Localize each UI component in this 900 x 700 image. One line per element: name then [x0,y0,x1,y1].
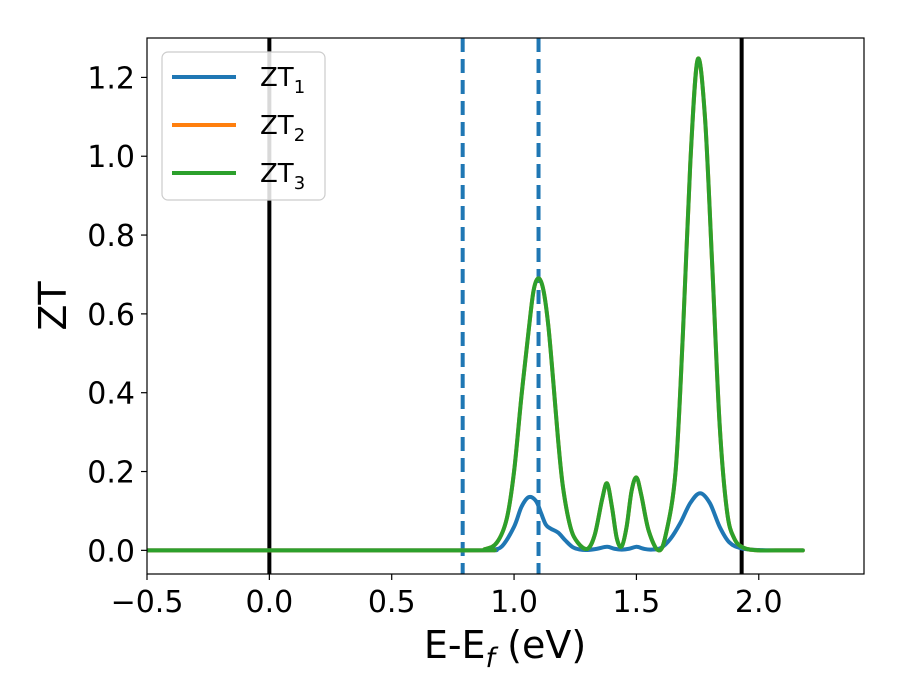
axes-frame [146,37,865,575]
x-axis-label: E-Ef (eV) [424,623,586,674]
y-tick-label: 0.6 [87,298,135,333]
legend-label-zt1: ZT1 [260,63,305,98]
x-tick-label: 1.0 [490,585,538,620]
legend-label-main: ZT [260,159,294,189]
x-axis-label-main: E-E [424,623,486,667]
x-tick-label: 1.5 [613,585,661,620]
reference-lines [267,38,744,574]
y-axis-label: ZT [31,281,75,331]
series-layer [147,56,805,553]
x-tick-label: −0.5 [111,585,184,620]
x-tick-label: 2.0 [735,585,783,620]
series-line-zt3 [147,56,805,553]
y-axis-ticks: 0.0 0.2 0.4 0.6 0.8 1.0 1.2 [87,61,147,569]
legend-label-main: ZT [260,111,294,141]
y-tick-label: 0.2 [87,456,135,491]
y-tick-label: 0.8 [87,219,135,254]
legend-label-sub: 1 [294,77,305,98]
y-tick-label: 0.4 [87,377,135,412]
legend-label-sub: 2 [294,125,305,146]
legend-label-zt3: ZT3 [260,159,305,194]
y-tick-label: 0.0 [87,534,135,569]
legend-label-main: ZT [260,63,294,93]
x-axis-label-tail: (eV) [495,623,586,667]
series-line-zt1 [147,491,805,553]
legend-label-zt2: ZT2 [260,111,305,146]
y-tick-label: 1.2 [87,61,135,96]
x-tick-label: 0.0 [245,585,293,620]
x-tick-label: 0.5 [368,585,416,620]
x-axis-ticks: −0.5 0.0 0.5 1.0 1.5 2.0 [111,574,783,620]
y-tick-label: 1.0 [87,140,135,175]
legend-box [161,51,326,201]
legend-label-sub: 3 [294,173,305,194]
